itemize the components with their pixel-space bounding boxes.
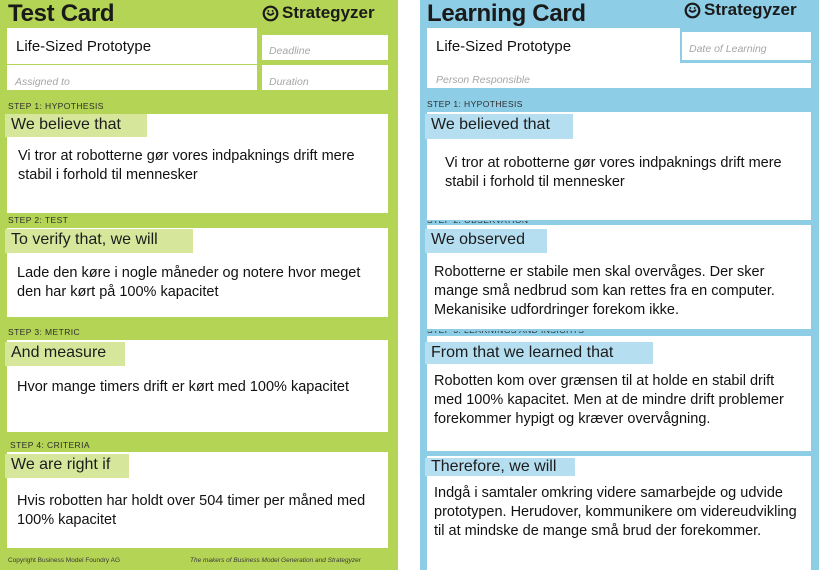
test-footer-tagline: The makers of Business Model Generation … <box>190 557 361 564</box>
deadline-placeholder: Deadline <box>269 45 311 57</box>
test-step3-text: Hvor mange timers drift er kørt med 100%… <box>7 366 388 432</box>
learning-card: Learning Card Strategyzer Life-Sized Pro… <box>420 0 819 570</box>
assigned-to-field[interactable]: Assigned to <box>7 65 257 90</box>
date-of-learning-field[interactable]: Date of Learning <box>682 32 811 60</box>
test-card: Test Card Strategyzer Life-Sized Prototy… <box>0 0 398 570</box>
learning-step2-label: STEP 2: OBSERVATION <box>427 221 557 225</box>
person-responsible-field[interactable]: Person Responsible <box>427 63 811 88</box>
brand-name: Strategyzer <box>704 0 797 19</box>
test-step3-label: STEP 3: METRIC <box>8 327 81 337</box>
learning-name-value: Life-Sized Prototype <box>436 38 572 55</box>
test-name-value: Life-Sized Prototype <box>16 38 152 55</box>
test-step4-heading: We are right if <box>5 454 129 478</box>
strategyzer-logo-icon <box>262 5 279 21</box>
learning-step3-text: Robotten kom over grænsen til at holde e… <box>427 364 811 451</box>
test-step3-heading: And measure <box>5 342 125 366</box>
learning-step1-heading: We believed that <box>425 114 573 139</box>
test-step4-text: Hvis robotten har holdt over 504 timer p… <box>7 478 388 548</box>
test-step1-text: Vi tror at robotterne gør vores indpakni… <box>7 137 388 213</box>
test-step1-heading-tab: We believe that <box>5 114 147 137</box>
brand-name: Strategyzer <box>282 3 375 22</box>
learning-step2-heading: We observed <box>425 229 547 253</box>
learning-card-title: Learning Card <box>427 0 586 27</box>
test-name-field[interactable]: Life-Sized Prototype <box>7 28 257 64</box>
learning-step4-heading: Therefore, we will <box>425 458 575 476</box>
learning-step2-text: Robotterne er stabile men skal overvåges… <box>427 253 811 329</box>
strategyzer-logo-icon <box>684 2 701 18</box>
duration-placeholder: Duration <box>269 76 309 88</box>
learning-step3-label: STEP 3: LEARNINGS AND INSIGHTS <box>427 331 607 335</box>
assigned-placeholder: Assigned to <box>15 76 70 88</box>
person-placeholder: Person Responsible <box>436 74 530 86</box>
test-footer-copyright: Copyright Business Model Foundry AG <box>8 557 120 564</box>
test-step1-label: STEP 1: HYPOTHESIS <box>8 101 104 111</box>
strategyzer-brand: Strategyzer <box>262 3 375 23</box>
test-step4-label: STEP 4: CRITERIA <box>10 440 90 450</box>
test-step2-label: STEP 2: TEST <box>8 215 69 225</box>
learning-step1-text: Vi tror at robotterne gør vores indpakni… <box>427 139 811 220</box>
date-placeholder: Date of Learning <box>689 43 767 55</box>
test-step2-heading: To verify that, we will <box>5 229 193 253</box>
learning-name-field[interactable]: Life-Sized Prototype <box>427 28 680 64</box>
learning-step4-text: Indgå i samtaler omkring videre samarbej… <box>427 476 811 570</box>
deadline-field[interactable]: Deadline <box>262 35 388 60</box>
test-step2-text: Lade den køre i nogle måneder og notere … <box>7 253 388 317</box>
learning-step3-heading: From that we learned that <box>425 342 653 364</box>
learning-step1-label: STEP 1: HYPOTHESIS <box>427 99 523 109</box>
duration-field[interactable]: Duration <box>262 65 388 90</box>
test-card-title: Test Card <box>8 0 115 27</box>
strategyzer-brand: Strategyzer <box>684 0 797 20</box>
